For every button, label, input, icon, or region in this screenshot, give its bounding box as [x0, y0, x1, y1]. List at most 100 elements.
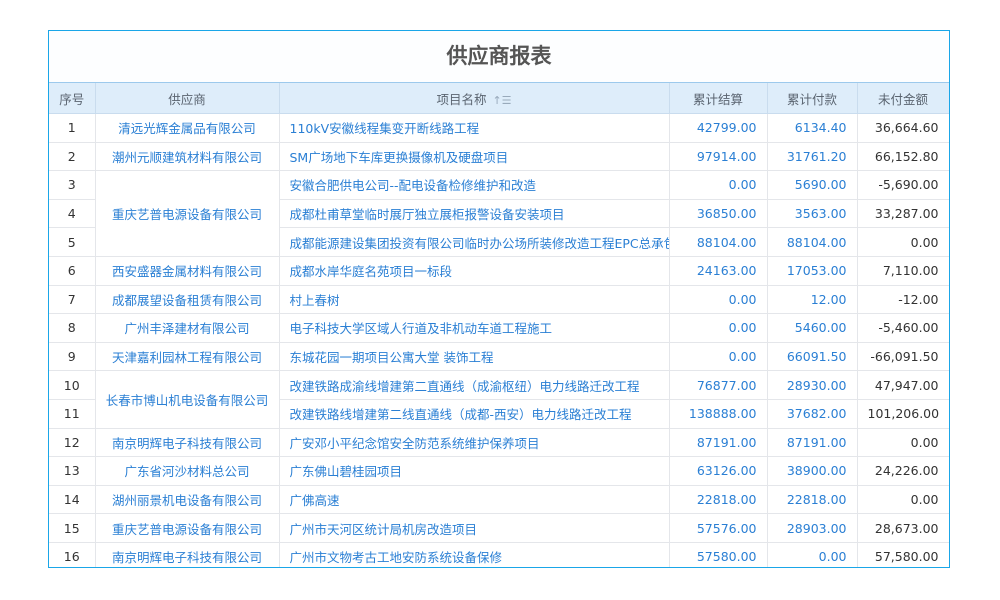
project-link[interactable]: 广东佛山碧桂园项目	[279, 456, 670, 486]
unpaid-amount: -5,460.00	[857, 313, 949, 343]
project-link[interactable]: 广安邓小平纪念馆安全防范系统维护保养项目	[279, 428, 670, 458]
unpaid-amount: 36,664.60	[857, 113, 949, 143]
paid-link[interactable]: 22818.00	[767, 485, 858, 515]
row-index: 5	[49, 227, 96, 257]
paid-link[interactable]: 12.00	[767, 285, 858, 315]
unpaid-amount: -66,091.50	[857, 342, 949, 372]
settled-link[interactable]: 87191.00	[669, 428, 768, 458]
paid-link[interactable]: 28930.00	[767, 370, 858, 400]
paid-link[interactable]: 87191.00	[767, 428, 858, 458]
project-link[interactable]: 成都水岸华庭名苑项目一标段	[279, 256, 670, 286]
supplier-report: 供应商报表 序号 供应商 项目名称 ↑☰ 累计结算 累计付款 未付金额 1 清远光辉…	[48, 30, 950, 568]
supplier-link[interactable]: 湖州丽景机电设备有限公司	[95, 485, 280, 515]
row-index: 1	[49, 113, 96, 143]
paid-link[interactable]: 5690.00	[767, 170, 858, 200]
project-link[interactable]: 110kV安徽线程集变开断线路工程	[279, 113, 670, 143]
settled-link[interactable]: 0.00	[669, 313, 768, 343]
paid-link[interactable]: 17053.00	[767, 256, 858, 286]
row-index: 10	[49, 370, 96, 400]
col-project-label: 项目名称	[436, 91, 487, 107]
project-link[interactable]: 安徽合肥供电公司--配电设备检修维护和改造	[279, 170, 670, 200]
settled-link[interactable]: 88104.00	[669, 227, 768, 257]
project-link[interactable]: 广州市天河区统计局机房改造项目	[279, 513, 670, 543]
unpaid-amount: 47,947.00	[857, 370, 949, 400]
row-index: 4	[49, 199, 96, 229]
table-row: 8 广州丰泽建材有限公司 电子科技大学区域人行道及非机动车道工程施工 0.00 5460…	[49, 313, 949, 343]
settled-link[interactable]: 0.00	[669, 285, 768, 315]
paid-link[interactable]: 38900.00	[767, 456, 858, 486]
project-link[interactable]: 村上春树	[279, 285, 670, 315]
supplier-link[interactable]: 广东省河沙材料总公司	[95, 456, 280, 486]
supplier-link[interactable]: 广州丰泽建材有限公司	[95, 313, 280, 343]
paid-link[interactable]: 5460.00	[767, 313, 858, 343]
unpaid-amount: -5,690.00	[857, 170, 949, 200]
supplier-link[interactable]: 西安盛器金属材料有限公司	[95, 256, 280, 286]
row-index: 12	[49, 428, 96, 458]
settled-link[interactable]: 0.00	[669, 170, 768, 200]
settled-link[interactable]: 22818.00	[669, 485, 768, 515]
settled-link[interactable]: 42799.00	[669, 113, 768, 143]
table-row: 6 西安盛器金属材料有限公司 成都水岸华庭名苑项目一标段 24163.00 17053.…	[49, 256, 949, 286]
project-link[interactable]: 成都杜甫草堂临时展厅独立展柜报警设备安装项目	[279, 199, 670, 229]
paid-link[interactable]: 37682.00	[767, 399, 858, 429]
table-row: 13 广东省河沙材料总公司 广东佛山碧桂园项目 63126.00 38900.00 24,…	[49, 456, 949, 486]
project-link[interactable]: 东城花园一期项目公寓大堂 装饰工程	[279, 342, 670, 372]
supplier-link[interactable]: 天津嘉利园林工程有限公司	[95, 342, 280, 372]
settled-link[interactable]: 57580.00	[669, 542, 768, 567]
row-index: 14	[49, 485, 96, 515]
supplier-link[interactable]: 重庆艺普电源设备有限公司	[95, 513, 280, 543]
settled-link[interactable]: 138888.00	[669, 399, 768, 429]
paid-link[interactable]: 31761.20	[767, 142, 858, 172]
paid-link[interactable]: 6134.40	[767, 113, 858, 143]
table-row: 3 重庆艺普电源设备有限公司 安徽合肥供电公司--配电设备检修维护和改造 0.00 56…	[49, 170, 949, 257]
settled-link[interactable]: 76877.00	[669, 370, 768, 400]
supplier-link[interactable]: 清远光辉金属品有限公司	[95, 113, 280, 143]
unpaid-amount: 57,580.00	[857, 542, 949, 567]
table-header: 序号 供应商 项目名称 ↑☰ 累计结算 累计付款 未付金额	[49, 83, 949, 114]
settled-link[interactable]: 36850.00	[669, 199, 768, 229]
supplier-link[interactable]: 南京明辉电子科技有限公司	[95, 542, 280, 567]
row-index: 16	[49, 542, 96, 567]
project-link[interactable]: 改建铁路线增建第二线直通线（成都-西安）电力线路迁改工程	[279, 399, 670, 429]
supplier-link[interactable]: 重庆艺普电源设备有限公司	[95, 170, 280, 257]
col-project[interactable]: 项目名称 ↑☰	[279, 83, 670, 114]
col-paid: 累计付款	[767, 83, 858, 114]
settled-link[interactable]: 63126.00	[669, 456, 768, 486]
paid-link[interactable]: 3563.00	[767, 199, 858, 229]
table-row: 5 成都能源建设集团投资有限公司临时办公场所装修改造工程EPC总承包 88104.0…	[49, 227, 949, 257]
paid-link[interactable]: 66091.50	[767, 342, 858, 372]
unpaid-amount: 33,287.00	[857, 199, 949, 229]
paid-link[interactable]: 28903.00	[767, 513, 858, 543]
sort-ascending-icon[interactable]: ↑☰	[492, 93, 512, 107]
settled-link[interactable]: 97914.00	[669, 142, 768, 172]
project-link[interactable]: 改建铁路成渝线增建第二直通线（成渝枢纽）电力线路迁改工程	[279, 370, 670, 400]
supplier-link[interactable]: 长春市博山机电设备有限公司	[95, 370, 280, 429]
settled-link[interactable]: 57576.00	[669, 513, 768, 543]
col-unpaid: 未付金额	[857, 83, 949, 114]
settled-link[interactable]: 24163.00	[669, 256, 768, 286]
project-link[interactable]: 广州市文物考古工地安防系统设备保修	[279, 542, 670, 567]
unpaid-amount: 0.00	[857, 485, 949, 515]
table-row: 16 南京明辉电子科技有限公司 广州市文物考古工地安防系统设备保修 57580.00 0…	[49, 542, 949, 567]
row-index: 15	[49, 513, 96, 543]
unpaid-amount: 24,226.00	[857, 456, 949, 486]
settled-link[interactable]: 0.00	[669, 342, 768, 372]
paid-link[interactable]: 0.00	[767, 542, 858, 567]
supplier-link[interactable]: 成都展望设备租赁有限公司	[95, 285, 280, 315]
col-supplier: 供应商	[95, 83, 280, 114]
table-row: 7 成都展望设备租赁有限公司 村上春树 0.00 12.00 -12.00	[49, 285, 949, 315]
project-link[interactable]: SM广场地下车库更换摄像机及硬盘项目	[279, 142, 670, 172]
unpaid-amount: -12.00	[857, 285, 949, 315]
supplier-link[interactable]: 潮州元顺建筑材料有限公司	[95, 142, 280, 172]
paid-link[interactable]: 88104.00	[767, 227, 858, 257]
row-index: 11	[49, 399, 96, 429]
unpaid-amount: 0.00	[857, 428, 949, 458]
project-link[interactable]: 电子科技大学区域人行道及非机动车道工程施工	[279, 313, 670, 343]
project-link[interactable]: 广佛高速	[279, 485, 670, 515]
supplier-link[interactable]: 南京明辉电子科技有限公司	[95, 428, 280, 458]
row-index: 9	[49, 342, 96, 372]
report-title: 供应商报表	[49, 31, 949, 83]
table-row: 14 湖州丽景机电设备有限公司 广佛高速 22818.00 22818.00 0.00	[49, 485, 949, 515]
col-index: 序号	[49, 83, 96, 114]
project-link[interactable]: 成都能源建设集团投资有限公司临时办公场所装修改造工程EPC总承包	[279, 227, 670, 257]
